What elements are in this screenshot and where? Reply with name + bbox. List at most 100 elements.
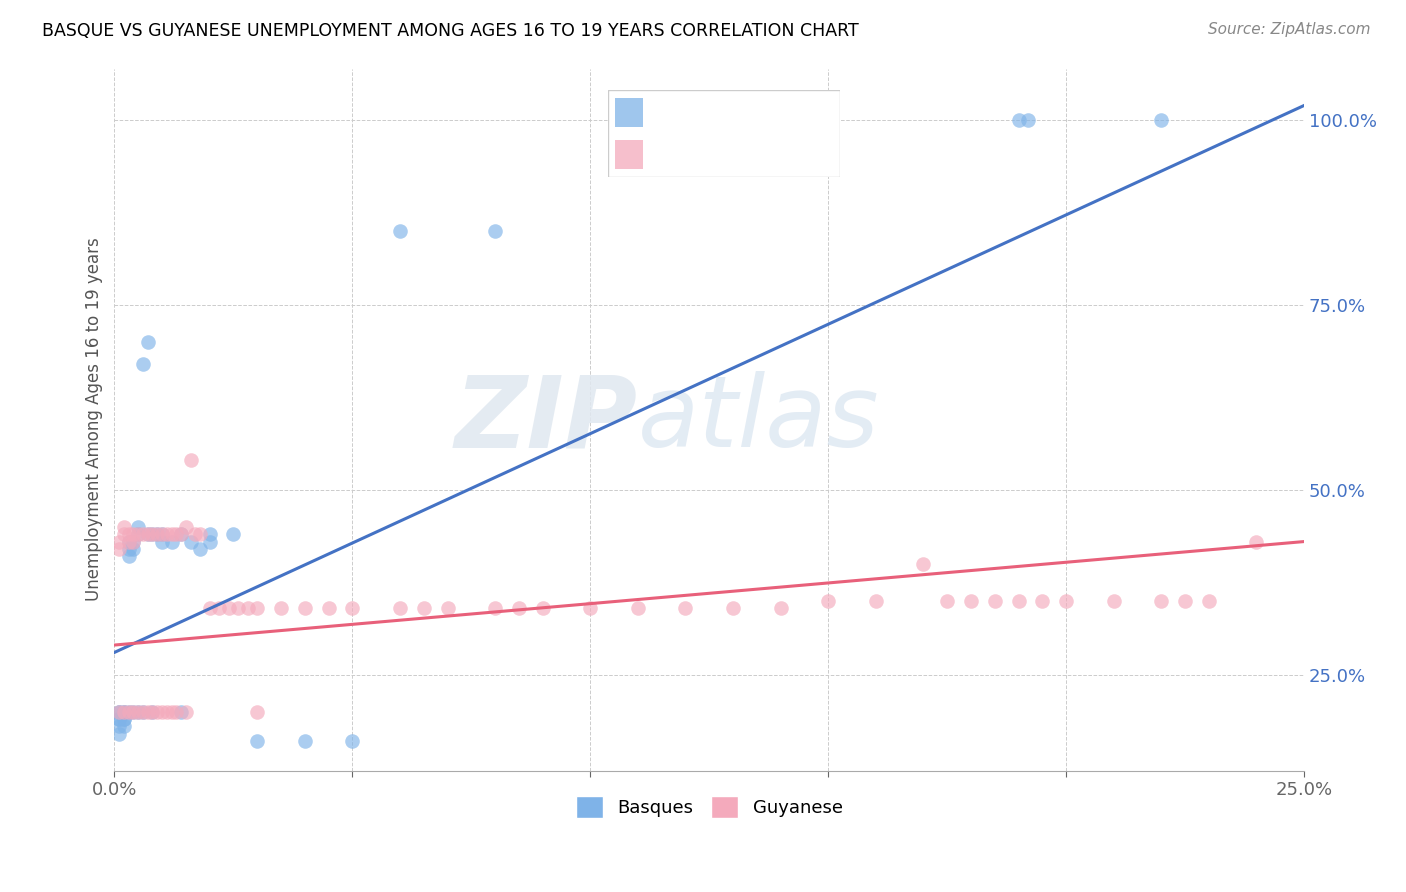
Point xyxy=(127,705,149,719)
Point xyxy=(150,527,173,541)
Point xyxy=(188,527,211,541)
Point xyxy=(118,705,141,719)
Point xyxy=(108,705,131,719)
Point xyxy=(146,705,169,719)
Point xyxy=(156,527,179,541)
Point xyxy=(188,541,211,556)
Point xyxy=(1150,113,1173,128)
Text: atlas: atlas xyxy=(638,371,880,468)
Point xyxy=(112,705,135,719)
Point xyxy=(108,719,131,733)
Point xyxy=(208,601,231,615)
Point xyxy=(150,534,173,549)
Point xyxy=(170,527,193,541)
Point xyxy=(218,601,240,615)
Point xyxy=(112,520,135,534)
Point xyxy=(165,705,187,719)
Point xyxy=(118,541,141,556)
Point xyxy=(246,601,269,615)
Point xyxy=(108,705,131,719)
Point xyxy=(817,593,839,607)
Point xyxy=(960,593,983,607)
Point xyxy=(342,734,364,748)
Point xyxy=(579,601,602,615)
Y-axis label: Unemployment Among Ages 16 to 19 years: Unemployment Among Ages 16 to 19 years xyxy=(86,238,103,601)
Point xyxy=(270,601,292,615)
Point xyxy=(1031,593,1053,607)
Point xyxy=(388,224,411,238)
Point xyxy=(318,601,340,615)
Point xyxy=(108,541,131,556)
Point xyxy=(141,705,163,719)
Text: Source: ZipAtlas.com: Source: ZipAtlas.com xyxy=(1208,22,1371,37)
Point xyxy=(222,527,245,541)
Point xyxy=(184,527,207,541)
Point xyxy=(132,527,155,541)
Point xyxy=(122,705,145,719)
Point xyxy=(108,534,131,549)
Point xyxy=(246,734,269,748)
Point xyxy=(156,705,179,719)
Point xyxy=(127,527,149,541)
Point xyxy=(769,601,792,615)
Point xyxy=(1174,593,1197,607)
Point xyxy=(132,705,155,719)
Point xyxy=(1102,593,1125,607)
Point xyxy=(675,601,697,615)
Point xyxy=(141,527,163,541)
Point xyxy=(984,593,1007,607)
Point xyxy=(170,705,193,719)
Point xyxy=(912,557,935,571)
Point xyxy=(936,593,959,607)
Point xyxy=(150,527,173,541)
Point xyxy=(412,601,434,615)
Point xyxy=(165,527,187,541)
Point xyxy=(721,601,744,615)
Point xyxy=(122,527,145,541)
Point xyxy=(174,520,197,534)
Point xyxy=(118,705,141,719)
Point xyxy=(122,705,145,719)
Point xyxy=(118,534,141,549)
Text: BASQUE VS GUYANESE UNEMPLOYMENT AMONG AGES 16 TO 19 YEARS CORRELATION CHART: BASQUE VS GUYANESE UNEMPLOYMENT AMONG AG… xyxy=(42,22,859,40)
Point xyxy=(160,534,183,549)
Point xyxy=(246,705,269,719)
Point xyxy=(484,224,506,238)
Point xyxy=(236,601,259,615)
Point xyxy=(180,534,202,549)
Point xyxy=(1150,593,1173,607)
Point xyxy=(198,534,221,549)
Point xyxy=(112,527,135,541)
Point xyxy=(531,601,554,615)
Legend: Basques, Guyanese: Basques, Guyanese xyxy=(568,789,851,825)
Point xyxy=(122,534,145,549)
Point xyxy=(136,527,159,541)
Point xyxy=(342,601,364,615)
Point xyxy=(146,527,169,541)
Point xyxy=(141,527,163,541)
Point xyxy=(508,601,530,615)
Point xyxy=(174,705,197,719)
Point xyxy=(127,705,149,719)
Point xyxy=(627,601,650,615)
Point xyxy=(294,734,316,748)
Point xyxy=(226,601,249,615)
Point xyxy=(136,334,159,349)
Point xyxy=(132,357,155,371)
Point xyxy=(112,705,135,719)
Point xyxy=(1246,534,1268,549)
Point xyxy=(112,712,135,726)
Point xyxy=(146,527,169,541)
Point xyxy=(136,527,159,541)
Point xyxy=(108,712,131,726)
Point xyxy=(1007,593,1029,607)
Point xyxy=(127,520,149,534)
Text: ZIP: ZIP xyxy=(456,371,638,468)
Point xyxy=(112,705,135,719)
Point xyxy=(132,705,155,719)
Point xyxy=(1198,593,1220,607)
Point xyxy=(150,705,173,719)
Point xyxy=(127,527,149,541)
Point xyxy=(108,712,131,726)
Point xyxy=(170,527,193,541)
